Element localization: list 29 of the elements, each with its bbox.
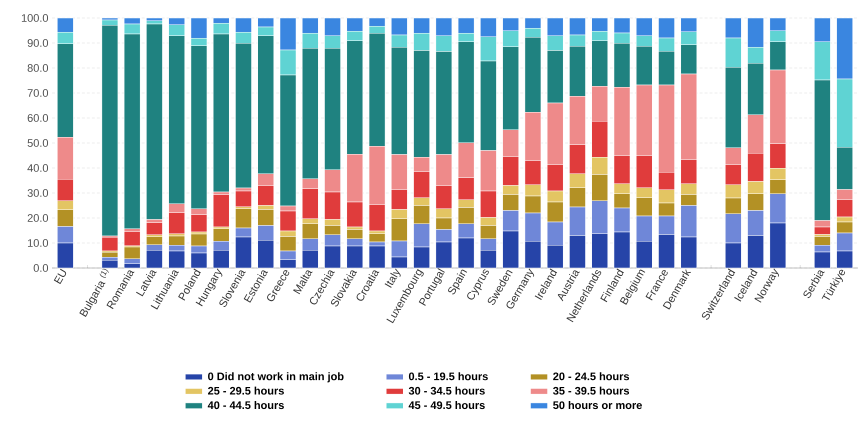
y-tick-label: 30.0 [28,189,48,197]
legend-label: 0.5 - 19.5 hours [408,372,488,380]
y-tick-label: 10.0 [28,239,48,247]
y-tick-label: 70.0 [28,89,48,97]
y-tick-label: 0.0 [34,264,48,272]
legend-label: 50 hours or more [553,401,642,410]
bar [102,260,118,268]
y-tick-label: 90.0 [28,39,48,47]
y-tick-label: 100.0 [22,14,48,22]
legend-label: 0 Did not work in main job [208,372,344,382]
bar [146,18,163,21]
bar [212,194,230,228]
y-tick-label: 50.0 [28,139,48,147]
y-tick-label: 40.0 [27,164,48,172]
y-tick-label: 20.0 [28,214,48,222]
x-tick-label: EU [54,268,66,284]
bar [368,234,386,242]
legend-label: 35 - 39.5 hours [553,386,630,395]
bar [146,24,163,220]
bar [368,246,386,268]
bar [235,190,252,207]
legend-label: 30 - 34.5 hours [408,386,485,395]
y-tick-label: 60.0 [28,114,48,122]
legend-label: 20 - 24.5 hours [553,372,630,380]
legend-label: 45 - 49.5 hours [408,401,485,410]
y-tick-label: 80.0 [28,64,48,72]
legend-label: 40 - 44.5 hours [208,401,284,410]
legend-label: 25 - 29.5 hours [208,386,284,395]
bar [146,222,163,235]
